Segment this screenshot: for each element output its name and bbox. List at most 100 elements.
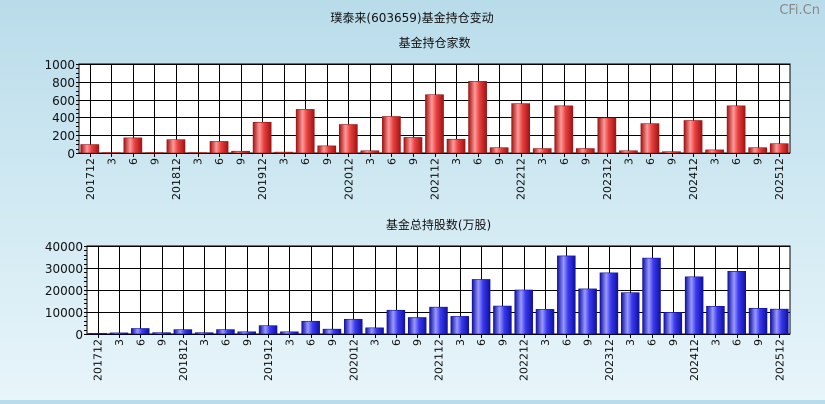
bar	[557, 255, 576, 335]
chart-2: 基金总持股数(万股) 0 10000 20000 30000 40000 201712 3 6 9…	[45, 217, 791, 381]
bar	[317, 145, 337, 154]
x-tick-label: 9	[148, 158, 161, 165]
x-tick-label: 9	[667, 339, 680, 346]
y-tick-label: 1000	[44, 58, 75, 72]
bar	[748, 307, 768, 335]
chart-1: 基金持仓家数 0 200 400 600 800 1000 201712 3 6 9 201812 3 6…	[44, 35, 791, 200]
x-tick-label: 3	[450, 158, 463, 165]
bar	[216, 329, 235, 335]
bar	[166, 139, 186, 154]
bar	[280, 331, 299, 335]
y-tick-label: 600	[52, 94, 75, 108]
bar	[468, 81, 487, 154]
x-tick-label: 202512	[773, 158, 786, 200]
bar	[493, 305, 512, 335]
bar	[446, 138, 466, 154]
x-tick-label: 202212	[518, 339, 531, 381]
x-tick-label: 9	[241, 339, 254, 346]
watermark: CFi.Cn	[779, 3, 820, 18]
x-tick-label: 9	[321, 158, 334, 165]
x-tick-label: 3	[278, 158, 291, 165]
bar	[662, 151, 681, 154]
bar	[514, 289, 533, 335]
x-tick-label: 6	[385, 158, 398, 165]
bar	[231, 150, 250, 154]
x-tick-label: 9	[407, 158, 420, 165]
x-tick-label: 6	[644, 158, 657, 165]
x-tick-label: 202112	[429, 158, 442, 200]
bar	[88, 333, 107, 335]
x-tick-label: 6	[127, 158, 140, 165]
x-tick-label: 9	[496, 339, 509, 346]
x-tick-label: 202312	[601, 158, 614, 200]
x-tick-label: 9	[752, 158, 765, 165]
bar	[101, 152, 121, 154]
x-tick-label: 201912	[256, 158, 269, 200]
bar	[344, 318, 363, 335]
x-tick-label: 6	[646, 339, 659, 346]
chart-2-title: 基金总持股数(万股)	[386, 217, 491, 232]
x-tick-label: 3	[454, 339, 467, 346]
bar	[640, 123, 660, 154]
bar	[109, 332, 129, 335]
charts-layer: 基金持仓家数 0 200 400 600 800 1000 201712 3 6 9 201812 3 6…	[44, 35, 791, 381]
x-tick-label: 6	[558, 158, 571, 165]
x-tick-label: 9	[493, 158, 506, 165]
y-tick-label: 0	[75, 328, 83, 342]
x-tick-label: 3	[364, 158, 377, 165]
x-tick-label: 9	[582, 339, 595, 346]
bar	[173, 329, 193, 335]
bar	[705, 149, 724, 154]
bar	[554, 105, 574, 154]
bar	[578, 288, 597, 335]
bar	[726, 105, 746, 154]
x-tick-label: 6	[472, 158, 485, 165]
x-tick-label: 6	[731, 339, 744, 346]
x-tick-label: 6	[475, 339, 488, 346]
bar	[123, 137, 143, 154]
bar	[663, 312, 683, 335]
bar	[209, 141, 229, 154]
x-tick-label: 9	[326, 339, 339, 346]
x-tick-label: 3	[536, 158, 549, 165]
bar	[535, 309, 555, 335]
bar	[188, 152, 207, 154]
bar	[338, 124, 358, 154]
x-tick-label: 3	[624, 339, 637, 346]
bar	[511, 103, 531, 154]
bar	[599, 272, 619, 335]
x-tick-label: 6	[560, 339, 573, 346]
x-tick-label: 202012	[342, 158, 355, 200]
y-tick-label: 40000	[45, 240, 83, 254]
bar	[194, 332, 214, 335]
x-tick-label: 201712	[84, 158, 97, 200]
bar	[642, 257, 661, 335]
x-tick-label: 202212	[515, 158, 528, 200]
bar	[360, 150, 380, 154]
x-tick-label: 6	[390, 339, 403, 346]
bar	[706, 305, 725, 335]
x-tick-label: 201812	[170, 158, 183, 200]
bar	[532, 148, 552, 154]
bar	[274, 151, 294, 154]
bar	[131, 328, 150, 335]
bar	[683, 120, 703, 154]
bar	[597, 117, 617, 154]
bar	[258, 325, 278, 335]
bar	[145, 152, 164, 154]
bar	[770, 308, 789, 335]
bar	[80, 144, 100, 154]
x-tick-label: 9	[411, 339, 424, 346]
bar	[252, 121, 272, 154]
bar	[407, 317, 427, 335]
bar	[301, 320, 320, 335]
bar	[425, 94, 444, 154]
x-tick-label: 201912	[262, 339, 275, 381]
bar	[619, 150, 638, 154]
bar	[403, 137, 423, 154]
x-tick-label: 9	[666, 158, 679, 165]
x-tick-label: 3	[709, 158, 722, 165]
y-tick-label: 400	[52, 111, 75, 125]
